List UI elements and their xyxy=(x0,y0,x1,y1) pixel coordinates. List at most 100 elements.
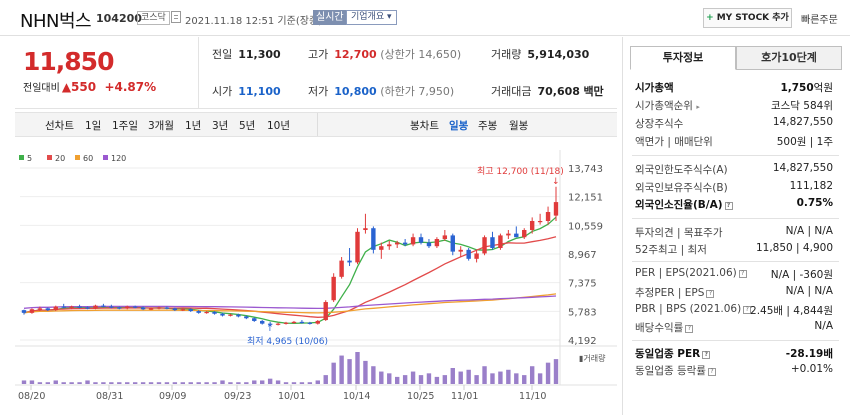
x-tick-label: 08/31 xyxy=(96,391,123,402)
volume-bar xyxy=(402,375,408,384)
info-tabs: 투자정보 호가10단계 xyxy=(630,46,842,70)
volume-bar xyxy=(196,382,201,384)
candlestick-chart-svg[interactable]: 13,743 12,151 10,559 8,967 7,375 5,783 4,192 5 2… xyxy=(15,140,617,415)
candle-body xyxy=(299,321,305,324)
candle-body xyxy=(252,318,257,321)
x-tick-label: 08/20 xyxy=(18,391,45,402)
volume-bar xyxy=(553,359,559,384)
divider xyxy=(632,155,839,156)
volume-bar xyxy=(418,375,424,384)
candle-body xyxy=(307,322,313,324)
market-badge: 코스닥 xyxy=(137,11,170,25)
industry-per-row: 동일업종 PER? -28.19배 xyxy=(635,348,833,360)
candle-body xyxy=(228,314,233,316)
candle-body xyxy=(236,314,241,317)
candle-body xyxy=(196,311,201,313)
line-chart-tab[interactable]: 선차트 xyxy=(45,120,74,132)
candle-body xyxy=(29,309,35,313)
candle-body xyxy=(291,321,297,324)
legend-swatch xyxy=(75,155,80,160)
y-tick-label: 7,375 xyxy=(568,279,597,290)
period-3m[interactable]: 3개월 xyxy=(148,120,175,132)
quick-order-link[interactable]: 빠른주문 xyxy=(801,15,838,26)
volume-bar xyxy=(458,371,463,384)
candle-body xyxy=(339,260,344,277)
tab-investment-info[interactable]: 투자정보 xyxy=(630,46,736,70)
volume-bar xyxy=(450,368,455,384)
volume-bar xyxy=(466,369,471,384)
candle-body xyxy=(61,306,66,308)
candle-body xyxy=(212,311,217,314)
candle-body xyxy=(275,323,281,325)
y-tick-label: 8,967 xyxy=(568,250,597,261)
stock-chart[interactable]: 13,743 12,151 10,559 8,967 7,375 5,783 4,192 5 2… xyxy=(15,140,617,415)
realtime-badge[interactable]: 실시간 xyxy=(313,10,347,25)
timestamp: 2021.11.18 12:51 기준(장중) xyxy=(185,16,323,27)
volume-bar xyxy=(172,382,178,384)
candle-body xyxy=(355,231,360,263)
chevron-down-icon: ▾ xyxy=(387,12,392,22)
volume-bar xyxy=(379,371,384,384)
y-tick-label: 4,192 xyxy=(568,336,597,347)
volume-bar xyxy=(180,382,186,384)
candle-body xyxy=(482,237,487,254)
candle-body xyxy=(529,220,535,231)
period-1d[interactable]: 1일 xyxy=(85,120,102,132)
volume-bar xyxy=(37,382,43,384)
candle-body xyxy=(450,235,455,252)
volume-bar xyxy=(109,382,114,384)
period-3y[interactable]: 3년 xyxy=(212,120,229,132)
volume-bar xyxy=(387,373,392,384)
volume-bar xyxy=(323,375,328,384)
candle-body xyxy=(85,307,90,309)
ma-60-line xyxy=(23,293,557,314)
candle-body xyxy=(132,306,138,308)
candle-monthly[interactable]: 월봉 xyxy=(509,120,529,132)
help-icon: ? xyxy=(685,325,694,333)
volume-bar xyxy=(204,382,209,384)
prev-close: 전일 11,300 xyxy=(212,48,281,61)
legend-swatch xyxy=(103,155,108,160)
period-10y[interactable]: 10년 xyxy=(267,120,291,132)
volume-bar xyxy=(164,382,170,384)
volume-label: ▮거래량 xyxy=(579,353,606,363)
period-1w[interactable]: 1주일 xyxy=(112,120,139,132)
volume-bar xyxy=(490,373,495,384)
candle-weekly[interactable]: 주봉 xyxy=(478,120,498,132)
volume-bar xyxy=(339,355,344,384)
x-tick-label: 10/25 xyxy=(407,391,434,402)
candle-chart-tab[interactable]: 봉차트 xyxy=(410,120,439,132)
volume-bar xyxy=(482,366,487,384)
price-change: 전일대비 ▲550 +4.87% xyxy=(23,79,156,94)
period-1y[interactable]: 1년 xyxy=(185,120,202,132)
candle-body xyxy=(156,307,162,309)
candle-daily[interactable]: 일봉 xyxy=(449,120,469,132)
volume-bar xyxy=(252,380,257,384)
open-price: 시가 11,100 xyxy=(212,85,281,98)
industry-change-row: 동일업종 등락률? +0.01% xyxy=(635,363,833,377)
volume-bar xyxy=(474,375,479,384)
volume-bar xyxy=(347,359,352,384)
volume-bar xyxy=(220,380,225,384)
volume-bar xyxy=(394,376,400,384)
volume-bar xyxy=(522,375,527,384)
volume-bar xyxy=(315,380,320,384)
add-mystock-button[interactable]: + MY STOCK 추가 xyxy=(703,8,792,28)
volume-bar xyxy=(140,382,146,384)
low-arrow-icon: ↑ xyxy=(266,324,274,334)
x-tick-label: 10/14 xyxy=(343,391,370,402)
price-summary: 11,850 전일대비 ▲550 +4.87% 전일 11,300 고가 12,700… xyxy=(15,37,617,109)
volume-bar xyxy=(61,382,66,384)
change-percent: +4.87% xyxy=(104,80,157,94)
company-info-dropdown[interactable]: 기업개요 ▾ xyxy=(346,10,397,25)
candle-body xyxy=(45,308,51,311)
volume-bar xyxy=(228,382,233,384)
candle-body xyxy=(394,242,400,245)
candle-body xyxy=(402,242,408,245)
x-tick-label: 10/01 xyxy=(278,391,305,402)
period-5y[interactable]: 5년 xyxy=(239,120,256,132)
tab-orderbook[interactable]: 호가10단계 xyxy=(736,46,842,70)
candle-body xyxy=(426,242,432,247)
candle-body xyxy=(506,233,511,236)
par-value-row: 액면가 | 매매단위 500원 | 1주 xyxy=(635,136,833,148)
